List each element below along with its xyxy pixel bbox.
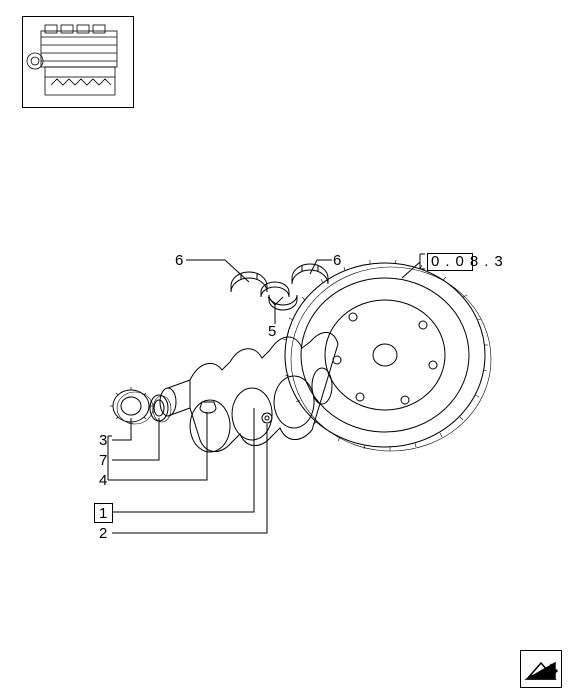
callout-6-left: 6 — [175, 252, 183, 269]
next-page-icon[interactable] — [520, 650, 562, 688]
callout-7: 7 — [99, 452, 107, 469]
leader-lines — [108, 254, 425, 533]
callout-4: 4 — [99, 472, 107, 489]
main-diagram — [0, 0, 570, 700]
callout-5: 5 — [268, 323, 276, 340]
callout-1-box — [94, 503, 113, 523]
bearing-shell-upper — [261, 282, 289, 297]
callout-2: 2 — [99, 525, 107, 542]
plug — [262, 413, 272, 423]
callout-3: 3 — [99, 432, 107, 449]
callout-6-right: 6 — [333, 252, 341, 269]
woodruff-key — [200, 402, 216, 413]
reference-label: 0.08.3 — [431, 253, 509, 270]
